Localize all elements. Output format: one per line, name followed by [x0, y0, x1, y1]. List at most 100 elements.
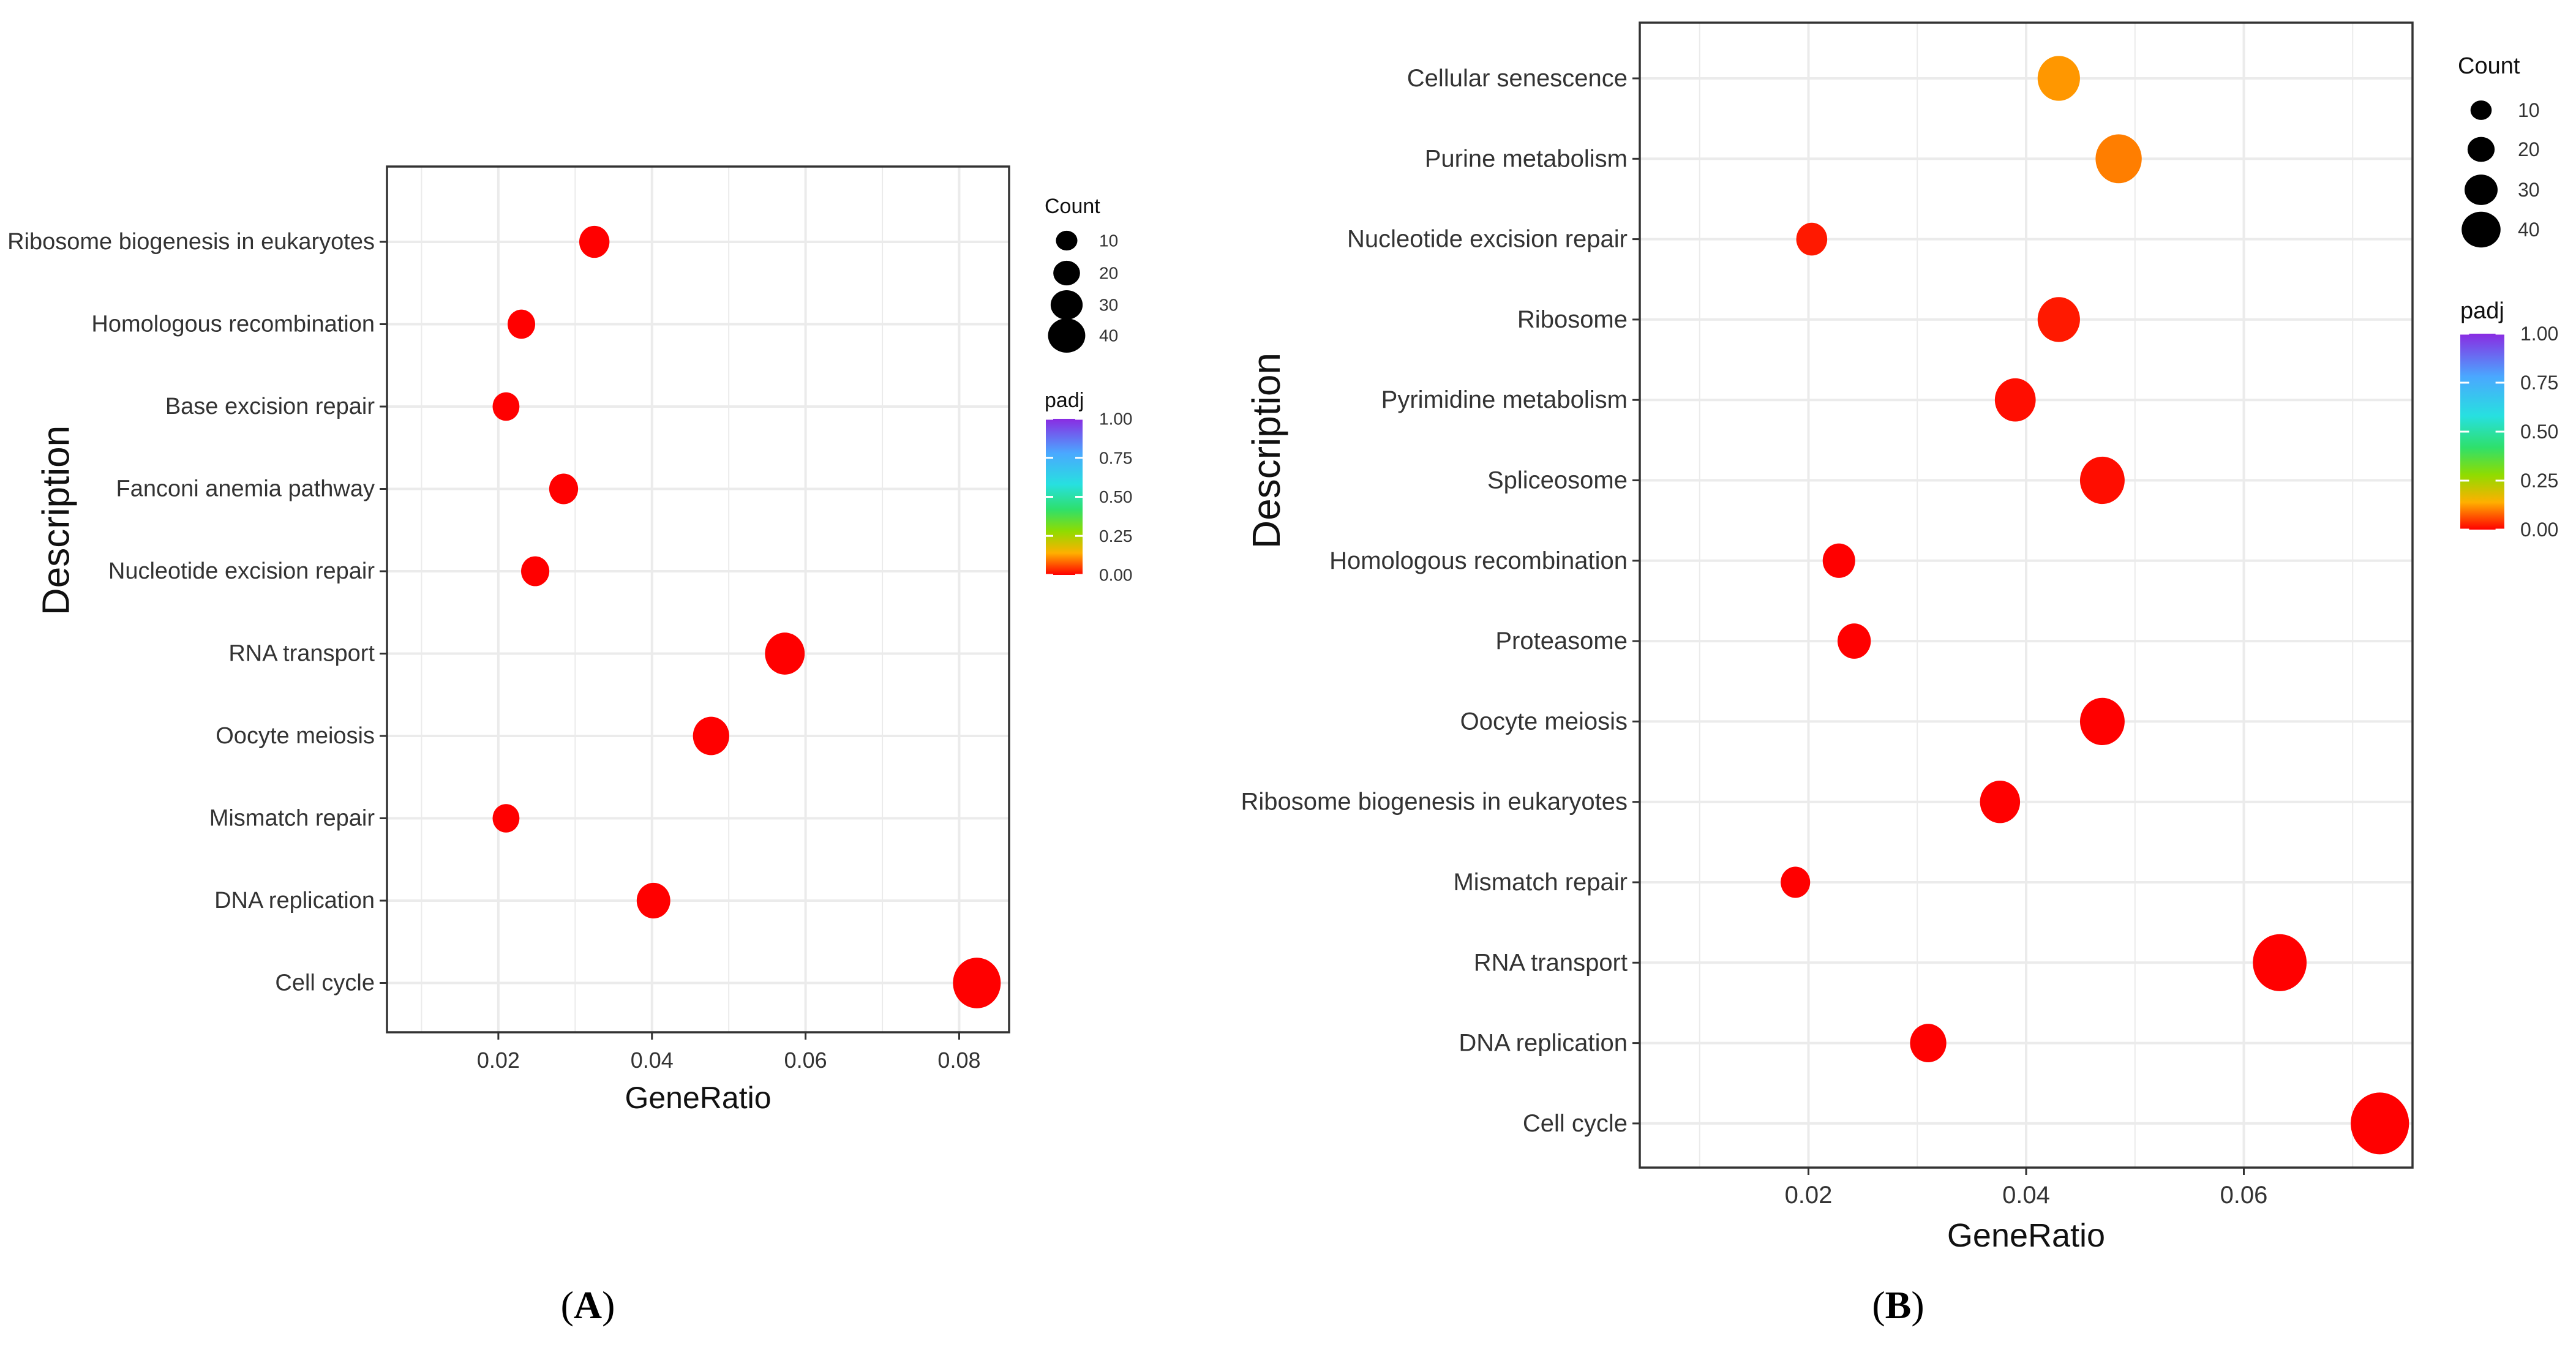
y-label-b-rna-transport: RNA transport — [1474, 949, 1628, 976]
legend-count-label-b-20: 20 — [2518, 138, 2540, 160]
point-b-pyrimidine-metabolism — [1994, 378, 2036, 422]
chart-panel-b: Cellular senescence Purine metabolism Nucl… — [1241, 21, 2558, 1327]
point-b-cellular-senescence — [2037, 56, 2080, 101]
legend-count-dot-b-30 — [2465, 174, 2498, 205]
point-b-purine-metabolism — [2095, 134, 2142, 184]
y-label-a-ribosome-biogenesis-in-eukaryotes: Ribosome biogenesis in eukaryotes — [7, 229, 375, 255]
point-b-ribosome-biogenesis-in-eukaryotes — [1980, 780, 2021, 823]
point-b-nucleotide-excision-repair — [1796, 222, 1828, 256]
panel-label-open-paren-a: ( — [561, 1283, 574, 1327]
legend-count-dot-b-20 — [2467, 137, 2495, 162]
y-label-b-spliceosome: Spliceosome — [1487, 467, 1628, 494]
panel-label-close-paren-a: ) — [602, 1283, 615, 1327]
y-label-b-homologous-recombination: Homologous recombination — [1329, 547, 1628, 574]
y-label-b-oocyte-meiosis: Oocyte meiosis — [1460, 708, 1628, 735]
y-label-b-cell-cycle: Cell cycle — [1523, 1110, 1628, 1137]
point-b-oocyte-meiosis — [2079, 697, 2125, 746]
legend-count-label-a-30: 30 — [1099, 296, 1118, 315]
legend-padj-title-b: padj — [2460, 298, 2504, 324]
y-label-a-nucleotide-excision-repair: Nucleotide excision repair — [108, 558, 375, 584]
point-b-homologous-recombination — [1822, 543, 1855, 578]
legend-padj-label-a-2: 0.50 — [1099, 487, 1133, 506]
y-axis-title-b: Description — [1244, 353, 1288, 549]
x-axis-title-b: GeneRatio — [1947, 1217, 2105, 1254]
point-b-cell-cycle — [2351, 1092, 2409, 1155]
legend-count-dot-a-30 — [1050, 290, 1083, 320]
legend-padj-label-a-0: 1.00 — [1099, 410, 1133, 429]
x-tick-label-b-0: 0.02 — [1785, 1182, 1833, 1209]
legend-padj-label-b-0: 1.00 — [2520, 323, 2558, 345]
point-a-nucleotide-excision-repair — [521, 556, 550, 587]
y-label-a-dna-replication: DNA replication — [214, 888, 375, 913]
point-a-rna-transport — [765, 632, 805, 675]
legend-padj-label-b-2: 0.50 — [2520, 421, 2558, 443]
legend-count-label-a-20: 20 — [1099, 264, 1118, 283]
legend-count-dot-b-10 — [2470, 100, 2492, 120]
point-a-ribosome-biogenesis-in-eukaryotes — [579, 225, 610, 258]
panel-label-open-paren-b: ( — [1872, 1283, 1885, 1327]
y-label-b-purine-metabolism: Purine metabolism — [1425, 145, 1628, 172]
legend-count-dot-a-40 — [1048, 318, 1086, 353]
panel-label-b: (B) — [1872, 1283, 1924, 1327]
legend-count-label-b-10: 10 — [2518, 99, 2540, 121]
x-tick-label-a-2: 0.06 — [784, 1048, 827, 1073]
legend-padj-label-b-1: 0.75 — [2520, 372, 2558, 394]
y-label-a-rna-transport: RNA transport — [228, 641, 375, 667]
point-b-spliceosome — [2079, 456, 2125, 505]
x-tick-label-a-0: 0.02 — [477, 1048, 520, 1073]
point-b-ribosome — [2037, 297, 2080, 342]
y-label-b-cellular-senescence: Cellular senescence — [1407, 65, 1628, 92]
x-tick-label-a-1: 0.04 — [631, 1048, 674, 1073]
y-label-a-fanconi-anemia-pathway: Fanconi anemia pathway — [116, 476, 375, 502]
point-a-dna-replication — [636, 882, 670, 919]
point-a-fanconi-anemia-pathway — [549, 473, 579, 505]
panel-label-letter-a: A — [574, 1283, 602, 1327]
legend-padj-label-a-1: 0.75 — [1099, 448, 1133, 467]
panel-label-close-paren-b: ) — [1911, 1283, 1924, 1327]
legend-count-dot-b-40 — [2461, 211, 2501, 248]
y-label-a-cell-cycle: Cell cycle — [275, 970, 375, 996]
point-a-base-excision-repair — [492, 392, 520, 421]
point-a-oocyte-meiosis — [693, 716, 729, 756]
legend-padj-label-b-4: 0.00 — [2520, 519, 2558, 541]
point-a-cell-cycle — [953, 958, 1001, 1008]
x-tick-label-b-2: 0.06 — [2220, 1182, 2268, 1209]
y-axis-title-a: Description — [36, 426, 78, 615]
point-b-dna-replication — [1910, 1024, 1947, 1063]
x-tick-label-b-1: 0.04 — [2002, 1182, 2050, 1209]
point-a-mismatch-repair — [492, 804, 520, 833]
legend-count-title-a: Count — [1045, 195, 1100, 218]
y-label-b-ribosome: Ribosome — [1517, 306, 1628, 333]
y-label-b-mismatch-repair: Mismatch repair — [1453, 869, 1628, 896]
legend-padj-label-a-4: 0.00 — [1099, 566, 1133, 585]
panel-label-letter-b: B — [1885, 1283, 1912, 1327]
y-label-b-proteasome: Proteasome — [1495, 628, 1628, 655]
y-label-a-base-excision-repair: Base excision repair — [165, 394, 375, 419]
point-a-homologous-recombination — [508, 309, 536, 339]
point-b-proteasome — [1838, 623, 1871, 659]
x-axis-title-a: GeneRatio — [625, 1081, 771, 1115]
plot-area-a — [387, 167, 1009, 1032]
legend-padj-label-a-3: 0.25 — [1099, 527, 1133, 546]
point-b-mismatch-repair — [1781, 866, 1811, 898]
legend-count-label-b-30: 30 — [2518, 179, 2540, 201]
y-label-a-oocyte-meiosis: Oocyte meiosis — [216, 723, 375, 749]
y-label-b-ribosome-biogenesis-in-eukaryotes: Ribosome biogenesis in eukaryotes — [1241, 789, 1628, 816]
y-label-b-dna-replication: DNA replication — [1459, 1030, 1628, 1057]
y-label-b-nucleotide-excision-repair: Nucleotide excision repair — [1347, 226, 1628, 253]
y-label-a-homologous-recombination: Homologous recombination — [91, 312, 375, 337]
legend-count-title-b: Count — [2458, 53, 2520, 79]
legend-padj-label-b-3: 0.25 — [2520, 470, 2558, 492]
legend-count-dot-a-10 — [1056, 230, 1078, 251]
chart-panel-a: Ribosome biogenesis in eukaryotes Homolog… — [7, 165, 1133, 1327]
y-label-a-mismatch-repair: Mismatch repair — [209, 806, 375, 831]
panel-label-a: (A) — [561, 1283, 615, 1327]
point-b-rna-transport — [2253, 934, 2307, 991]
x-tick-label-a-3: 0.08 — [937, 1048, 980, 1073]
legend-count-label-a-40: 40 — [1099, 326, 1118, 345]
legend-padj-title-a: padj — [1045, 389, 1084, 412]
legend-count-label-a-10: 10 — [1099, 231, 1118, 250]
y-label-b-pyrimidine-metabolism: Pyrimidine metabolism — [1381, 386, 1628, 413]
